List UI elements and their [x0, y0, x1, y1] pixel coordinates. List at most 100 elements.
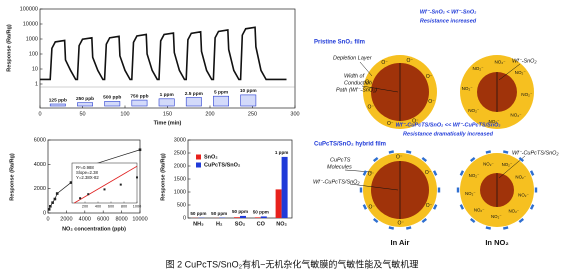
x-tick-label: 300: [290, 111, 299, 117]
x-tick-label: 0: [38, 111, 41, 117]
ion-label: NO₂⁻: [488, 119, 500, 124]
label: Depletion Layer: [333, 55, 373, 61]
x-tick-label: 100: [120, 111, 129, 117]
y-tick-label: 1: [35, 81, 38, 87]
pointer: [349, 183, 399, 191]
cupcts-molecule: [405, 226, 412, 230]
ion-label: NO₂⁻: [509, 208, 520, 213]
inset-point: [136, 176, 138, 179]
x-tick-label: H₂: [216, 221, 223, 227]
pointer: [359, 61, 373, 77]
inset-point: [79, 197, 82, 200]
cupcts-molecule: [518, 157, 525, 163]
compare-text: Wf⁻-SnO₂ < Wf⁻-SnO₂: [420, 9, 477, 15]
ion-label: NO₂⁻: [494, 59, 506, 64]
bar: [240, 215, 246, 218]
bar-annotation: 50 ppm: [253, 210, 269, 215]
cupcts-molecule: [421, 157, 428, 163]
data-point: [138, 148, 142, 152]
ion-label: NO₂⁻: [465, 191, 476, 196]
y-tick-label: 0: [183, 215, 186, 221]
compare-text: Wf⁻-CuPcTS/SnO₂ << Wf⁻-CuPcTS/SnO₂: [395, 122, 500, 128]
cupcts-molecule: [362, 170, 368, 176]
x-tick-label: 2000: [60, 216, 72, 222]
label: Path (Wf⁻-SnO₂): [336, 87, 377, 93]
cupcts-molecule: [372, 217, 379, 223]
label: Molecules: [327, 164, 352, 170]
panel-title: CuPcTS/SnO₂ hybrid film: [314, 142, 386, 148]
inset-x-tick-label: 400: [95, 205, 101, 209]
cupcts-molecule: [469, 157, 476, 163]
ion-label: NO₂⁻: [468, 108, 480, 113]
x-tick-label: 6000: [97, 216, 109, 222]
x-tick-label: 0: [46, 216, 49, 222]
x-axis-label: Time (min): [154, 120, 182, 126]
data-point: [49, 205, 52, 208]
step-label: 250 ppb: [76, 96, 94, 102]
cupcts-molecule: [469, 217, 476, 223]
y-tick-label: 2500: [174, 150, 186, 156]
x-axis-label: NO₂ concentration (ppb): [62, 226, 126, 232]
fit-annotation: Y=2.38X-82: [76, 175, 99, 180]
fit-line: [74, 165, 138, 204]
x-tick-label: 250: [248, 111, 257, 117]
cupcts-molecule: [529, 204, 535, 210]
fit-annotation: Slope=2.38: [76, 170, 98, 175]
gas-step: [240, 94, 257, 107]
x-tick-label: 50: [79, 111, 85, 117]
step-label: 125 ppb: [49, 97, 67, 103]
y-tick-label: 10: [32, 66, 38, 72]
x-tick-label: CO: [257, 221, 266, 227]
x-tick-label: SO₂: [235, 221, 246, 227]
ion-label: O⁻: [387, 121, 394, 127]
label: Wf⁻-CuPcTS/SnO₂: [313, 179, 360, 185]
bar: [234, 217, 240, 218]
cupcts-molecule: [459, 204, 465, 210]
x-tick-label: 200: [205, 111, 214, 117]
step-label: 750 ppb: [130, 93, 148, 99]
cupcts-molecule: [534, 187, 538, 193]
gas-step: [158, 98, 175, 107]
cupcts-molecule: [372, 157, 379, 163]
bar-annotation: 50 ppm: [190, 211, 206, 216]
y-tick-label: 4000: [34, 162, 46, 168]
gas-step: [185, 97, 202, 107]
y-tick-label: 0: [43, 210, 46, 216]
ion-label: O⁻: [398, 220, 405, 226]
bar-annotation: 50 ppm: [232, 209, 248, 214]
pointer: [344, 169, 373, 173]
fit-annotation: R²=0.988: [76, 165, 94, 170]
cupcts-molecule: [432, 204, 438, 210]
bar: [254, 217, 261, 218]
ion-label: NO₂⁻: [472, 66, 484, 71]
inset-frame: [71, 162, 138, 204]
label: Wf⁻-CuPcTS/SnO₂: [512, 150, 559, 156]
label: Conduction: [344, 80, 372, 86]
bar-annotation: 50 ppm: [211, 211, 227, 216]
legend-label: CuPcTS/SnO₂: [204, 162, 241, 168]
y-axis-label: Response (Ra/Rg): [160, 153, 166, 201]
ion-label: NO₂⁻: [491, 214, 502, 219]
cupcts-molecule: [432, 170, 438, 176]
step-label: 1 ppm: [160, 92, 174, 98]
gas-step: [49, 103, 66, 107]
ion-label: O⁻: [406, 58, 413, 64]
x-tick-label: NH₃: [193, 221, 204, 227]
result-text: Resistance dramatically increased: [403, 131, 494, 137]
cupcts-molecule: [421, 217, 428, 223]
cupcts-molecule: [485, 226, 492, 230]
x-tick-label: 4000: [79, 216, 91, 222]
cupcts-molecule: [502, 226, 509, 230]
data-point: [55, 192, 59, 195]
caption: 图 2 CuPcTS/SnO₂有机−无机杂化气敏膜的气敏性能及气敏机理: [166, 258, 419, 269]
ion-label: O⁻: [426, 203, 433, 209]
x-tick-label: 10000: [132, 216, 147, 222]
inset-x-tick-label: 800: [121, 205, 127, 209]
y-tick-label: 500: [177, 202, 186, 208]
step-label: 2.5 ppm: [185, 91, 203, 97]
ion-label: O⁻: [369, 204, 376, 210]
inset-x-tick-label: 1000: [133, 205, 141, 209]
data-point: [53, 197, 57, 201]
legend-swatch: [196, 154, 201, 160]
